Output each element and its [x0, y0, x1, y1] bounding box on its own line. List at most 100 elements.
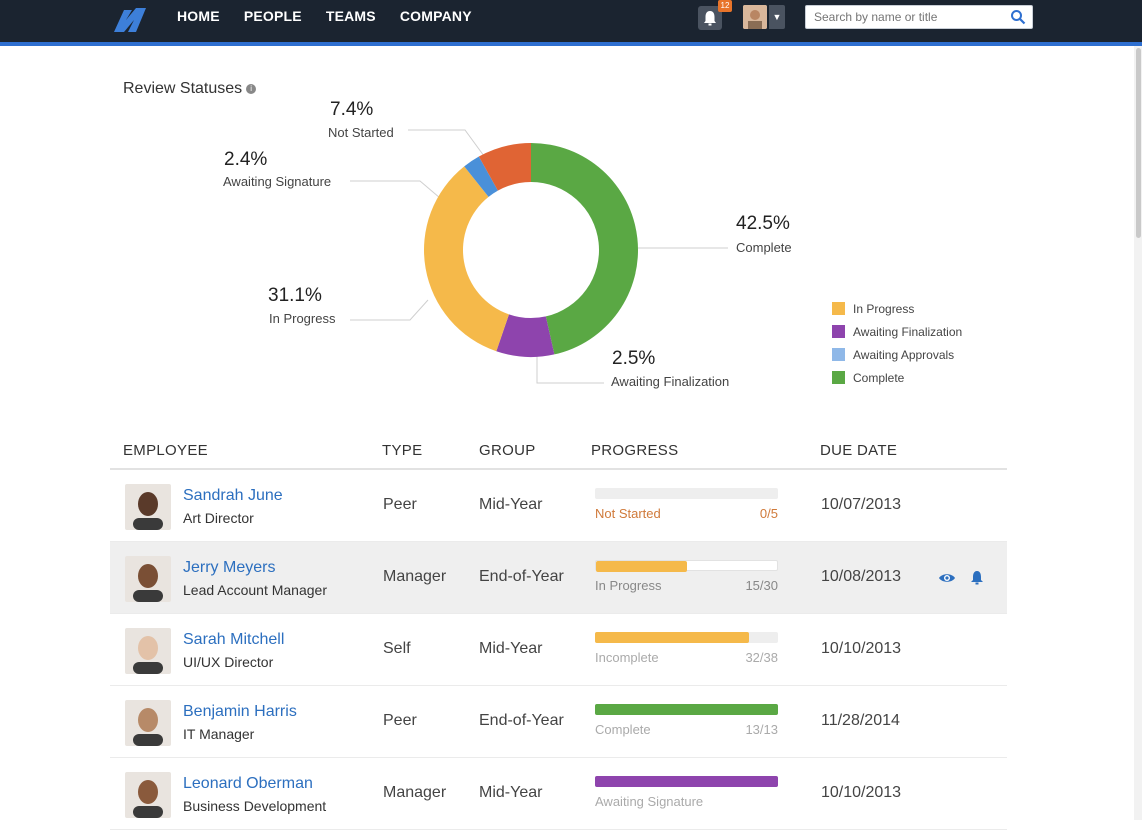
employee-name-link[interactable]: Sandrah June [183, 487, 283, 504]
legend-item[interactable]: In Progress [832, 297, 962, 320]
employee-title: Lead Account Manager [183, 582, 327, 598]
search-box [805, 5, 1033, 29]
progress-bar [595, 632, 778, 643]
eye-icon[interactable] [938, 570, 956, 586]
employee-name-link[interactable]: Sarah Mitchell [183, 631, 285, 648]
label-awaiting-signature: Awaiting Signature [223, 174, 332, 189]
label-not-started: Not Started [328, 125, 394, 140]
slice-complete[interactable] [531, 143, 638, 355]
col-group[interactable]: GROUP [479, 442, 536, 459]
label-pct-awaiting-finalization: 2.5% [612, 348, 656, 369]
review-group: Mid-Year [479, 784, 543, 801]
progress-bar [595, 776, 778, 787]
progress-cell: Complete 13/13 [595, 704, 780, 737]
employee-photo [125, 556, 171, 602]
due-date: 10/10/2013 [821, 784, 902, 801]
progress-bar [595, 704, 778, 715]
nav-teams[interactable]: TEAMS [325, 8, 376, 24]
avatar [743, 5, 767, 29]
progress-fill [595, 776, 778, 787]
review-group: Mid-Year [479, 496, 543, 513]
slice-awaiting-signature[interactable] [464, 156, 498, 197]
reviews-table: EMPLOYEE TYPE GROUP PROGRESS DUE DATE Sa… [110, 436, 1007, 830]
employee-name-link[interactable]: Jerry Meyers [183, 559, 276, 576]
leader-line-awaiting-finalization [536, 350, 604, 384]
progress-fill [595, 632, 750, 643]
review-type: Self [383, 640, 411, 657]
review-type: Manager [383, 568, 447, 585]
info-icon[interactable]: i [246, 83, 257, 94]
col-type[interactable]: TYPE [382, 442, 423, 459]
search-input[interactable] [806, 6, 1012, 28]
col-employee[interactable]: EMPLOYEE [123, 442, 208, 459]
table-row[interactable]: Benjamin Harris IT Manager Peer End-of-Y… [110, 686, 1007, 758]
legend-swatch [832, 371, 845, 384]
nav-home[interactable]: HOME [177, 8, 220, 24]
legend-item[interactable]: Awaiting Finalization [832, 320, 962, 343]
legend-item[interactable]: Complete [832, 366, 962, 389]
employee-photo [125, 484, 171, 530]
col-progress[interactable]: PROGRESS [591, 442, 679, 459]
chart-title: Review Statuses i [123, 80, 257, 98]
scrollbar-thumb[interactable] [1136, 48, 1141, 238]
due-date: 10/10/2013 [821, 640, 902, 657]
employee-title: Art Director [183, 510, 254, 526]
page-scrollbar[interactable] [1134, 46, 1142, 820]
table-row[interactable]: Sarah Mitchell UI/UX Director Self Mid-Y… [110, 614, 1007, 686]
chevron-down-icon: ▼ [769, 5, 785, 29]
due-date: 10/08/2013 [821, 568, 902, 585]
progress-bar [595, 560, 778, 572]
label-complete: Complete [736, 240, 792, 255]
legend-swatch [832, 302, 845, 315]
employee-title: UI/UX Director [183, 654, 274, 670]
label-pct-in-progress: 31.1% [268, 285, 322, 306]
review-group: Mid-Year [479, 640, 543, 657]
table-row[interactable]: Jerry Meyers Lead Account Manager Manage… [110, 542, 1007, 614]
leader-line-awaiting-signature [350, 180, 441, 199]
brand-logo-icon[interactable] [110, 6, 150, 34]
review-group: End-of-Year [479, 712, 564, 729]
employee-name-link[interactable]: Benjamin Harris [183, 703, 297, 720]
review-type: Peer [383, 712, 417, 729]
progress-count: 15/30 [745, 578, 778, 593]
chart-title-text: Review Statuses [123, 80, 243, 97]
legend-label: In Progress [853, 301, 915, 316]
leader-line-not-started [408, 129, 485, 157]
due-date: 11/28/2014 [821, 712, 900, 729]
employee-photo [125, 700, 171, 746]
progress-cell: Awaiting Signature [595, 776, 780, 809]
col-due-date[interactable]: DUE DATE [820, 442, 898, 459]
slice-awaiting-finalization[interactable] [496, 314, 555, 357]
progress-fill [595, 704, 778, 715]
progress-count: 13/13 [745, 722, 778, 737]
top-navbar: HOME PEOPLE TEAMS COMPANY 12 ▼ [0, 0, 1142, 46]
bell-icon [704, 11, 716, 26]
slice-in-progress[interactable] [423, 166, 509, 352]
nav-people[interactable]: PEOPLE [243, 8, 302, 24]
leader-line-in-progress [350, 299, 429, 321]
legend-swatch [832, 348, 845, 361]
legend-label: Awaiting Finalization [853, 324, 963, 339]
chart-legend: In Progress Awaiting Finalization Awaiti… [832, 297, 962, 389]
table-row[interactable]: Sandrah June Art Director Peer Mid-Year … [110, 470, 1007, 542]
review-type: Manager [383, 784, 447, 801]
label-pct-not-started: 7.4% [330, 99, 374, 120]
table-row[interactable]: Leonard Oberman Business Development Man… [110, 758, 1007, 830]
employee-name-link[interactable]: Leonard Oberman [183, 775, 313, 792]
search-icon[interactable] [1010, 9, 1026, 25]
legend-label: Awaiting Approvals [853, 347, 955, 362]
user-menu-button[interactable]: ▼ [743, 5, 785, 29]
review-status-donut-chart [350, 129, 728, 384]
label-in-progress: In Progress [269, 311, 336, 326]
due-date: 10/07/2013 [821, 496, 902, 513]
row-actions [938, 570, 986, 586]
bell-icon[interactable] [968, 570, 986, 586]
progress-bar [595, 488, 778, 499]
progress-cell: In Progress 15/30 [595, 560, 780, 593]
main-nav: HOME PEOPLE TEAMS COMPANY [177, 0, 496, 34]
slice-not-started[interactable] [478, 143, 531, 191]
legend-item[interactable]: Awaiting Approvals [832, 343, 962, 366]
nav-company[interactable]: COMPANY [399, 8, 472, 24]
label-pct-complete: 42.5% [736, 213, 790, 234]
progress-status: In Progress [595, 578, 662, 593]
